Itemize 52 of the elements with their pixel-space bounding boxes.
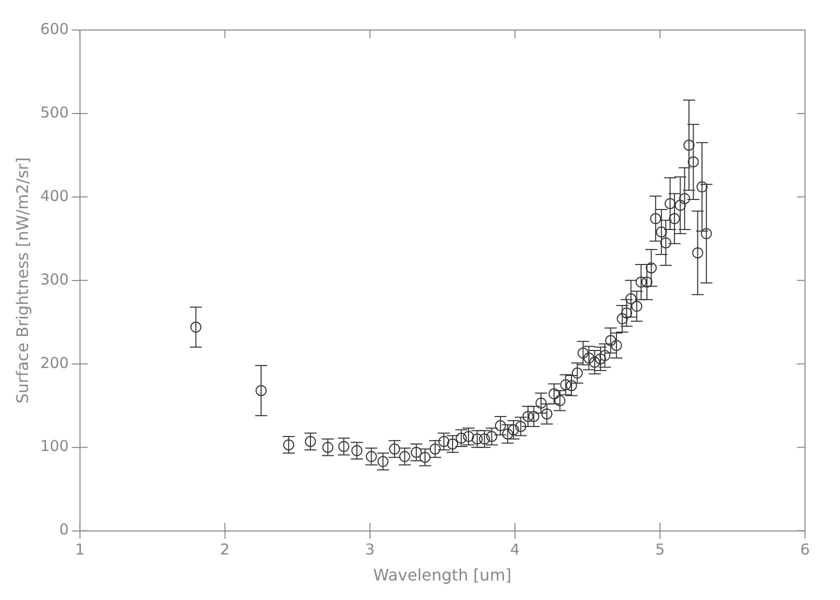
point <box>679 193 690 204</box>
point <box>536 398 547 409</box>
point <box>674 200 686 211</box>
point <box>646 262 657 274</box>
x-tick-label: 2 <box>220 540 230 559</box>
point <box>583 352 594 364</box>
point <box>656 226 667 238</box>
point <box>572 368 583 379</box>
point <box>589 356 600 368</box>
point <box>599 350 610 362</box>
point <box>664 198 676 210</box>
point <box>696 181 708 192</box>
point <box>541 408 552 420</box>
point <box>636 276 647 288</box>
point <box>616 313 628 324</box>
point <box>621 307 632 318</box>
y-tick-label: 200 <box>40 354 69 372</box>
point <box>560 379 572 390</box>
y-tick-label: 500 <box>40 103 69 122</box>
point <box>668 213 680 224</box>
point <box>650 213 662 224</box>
point <box>548 388 560 400</box>
x-tick-label: 6 <box>800 540 810 559</box>
point <box>641 276 652 288</box>
point <box>256 385 267 396</box>
point <box>688 156 699 168</box>
x-tick-label: 3 <box>365 540 375 559</box>
point <box>700 228 712 240</box>
point <box>683 140 694 151</box>
x-tick-label: 4 <box>510 540 520 559</box>
y-axis-title: Surface Brightness [nW/m2/sr] <box>12 157 32 404</box>
point <box>566 380 577 392</box>
point <box>595 353 606 364</box>
y-tick-label: 400 <box>40 186 69 205</box>
point <box>522 410 534 422</box>
point <box>528 410 540 422</box>
x-tick-label: 1 <box>75 540 85 559</box>
x-tick-label: 5 <box>655 540 665 559</box>
y-tick-label: 600 <box>40 20 69 38</box>
point <box>660 237 672 248</box>
y-tick-label: 100 <box>40 437 69 456</box>
x-axis-title: Wavelength [um] <box>373 566 512 585</box>
point <box>692 247 704 258</box>
point <box>625 293 636 304</box>
point <box>605 334 616 346</box>
y-tick-label: 0 <box>59 520 69 539</box>
y-tick-label: 300 <box>40 270 69 288</box>
point <box>554 395 566 406</box>
point <box>578 348 589 359</box>
point <box>610 340 622 352</box>
point <box>631 300 642 312</box>
point <box>190 322 202 333</box>
